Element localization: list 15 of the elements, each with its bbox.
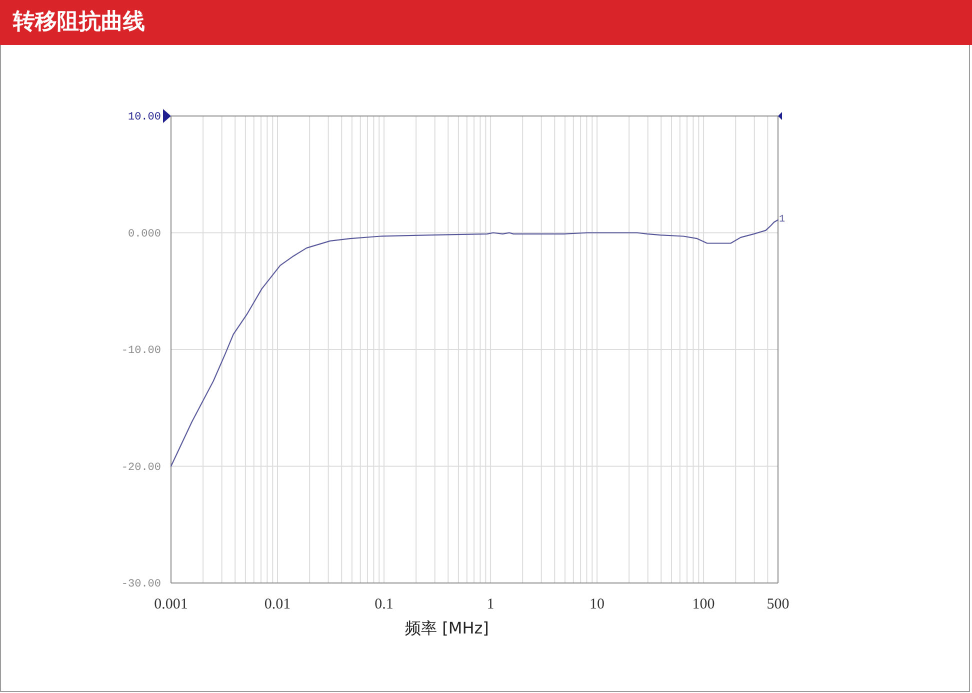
annotation: 1 <box>779 214 786 226</box>
y-tick-label: -30.00 <box>121 578 161 591</box>
x-tick-label: 1 <box>486 596 494 613</box>
x-tick-label: 500 <box>766 596 790 613</box>
chart-title: 转移阻抗曲线 <box>12 10 145 34</box>
x-tick-label: 0.001 <box>154 596 188 613</box>
y-tick-label: -20.00 <box>121 462 161 474</box>
x-tick-label: 0.1 <box>374 596 394 613</box>
y-tick-label: -10.00 <box>121 345 161 358</box>
x-tick-label: 0.01 <box>264 596 291 613</box>
y-tick-label: 0.000 <box>128 228 161 240</box>
x-axis-title: 频率 [MHz] <box>405 618 489 638</box>
x-tick-label: 100 <box>692 596 715 613</box>
y-tick-label: 10.00 <box>128 112 161 124</box>
x-tick-label: 10 <box>590 596 605 613</box>
